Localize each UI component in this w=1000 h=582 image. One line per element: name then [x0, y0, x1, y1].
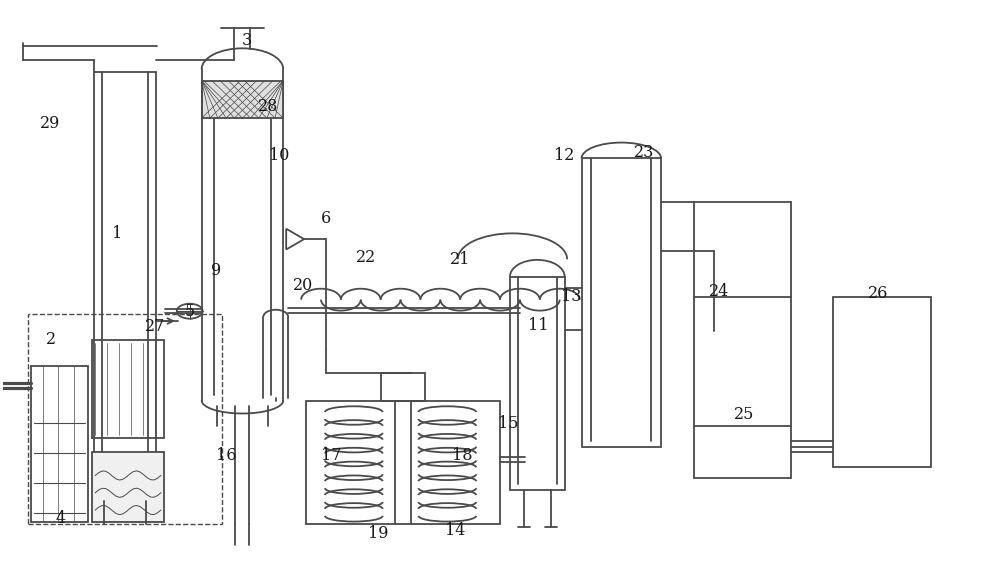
Text: 12: 12 [554, 147, 575, 164]
Text: 19: 19 [368, 524, 389, 542]
Text: 22: 22 [356, 249, 376, 266]
Bar [306, 400, 500, 524]
Text: 28: 28 [258, 98, 278, 115]
Text: 20: 20 [293, 276, 313, 294]
Text: 4: 4 [55, 510, 66, 527]
Bar [833, 297, 931, 467]
Text: 18: 18 [452, 447, 472, 464]
Text: 5: 5 [185, 303, 195, 320]
Bar [510, 276, 565, 490]
Text: 21: 21 [450, 251, 470, 268]
Text: 3: 3 [241, 32, 252, 49]
Text: 23: 23 [634, 144, 654, 161]
Text: 13: 13 [561, 288, 582, 306]
Text: 11: 11 [528, 317, 548, 334]
Text: 14: 14 [445, 521, 465, 539]
Text: 25: 25 [733, 406, 754, 424]
Bar [92, 340, 164, 438]
Text: 6: 6 [321, 211, 331, 228]
Bar [31, 366, 88, 521]
Bar [381, 373, 425, 400]
Text: 17: 17 [321, 447, 341, 464]
Text: 10: 10 [269, 147, 289, 164]
Text: 1: 1 [112, 225, 122, 242]
Bar [582, 158, 661, 446]
Text: 2: 2 [45, 332, 56, 349]
Bar [28, 314, 222, 524]
Text: 27: 27 [145, 318, 165, 335]
Bar [92, 452, 164, 521]
Bar [694, 297, 791, 478]
Text: 26: 26 [868, 285, 888, 303]
Bar [202, 80, 283, 118]
Text: 24: 24 [709, 282, 729, 300]
Text: 29: 29 [40, 115, 61, 132]
Text: 16: 16 [216, 447, 237, 464]
Text: 9: 9 [211, 262, 222, 279]
Text: 15: 15 [498, 415, 518, 432]
